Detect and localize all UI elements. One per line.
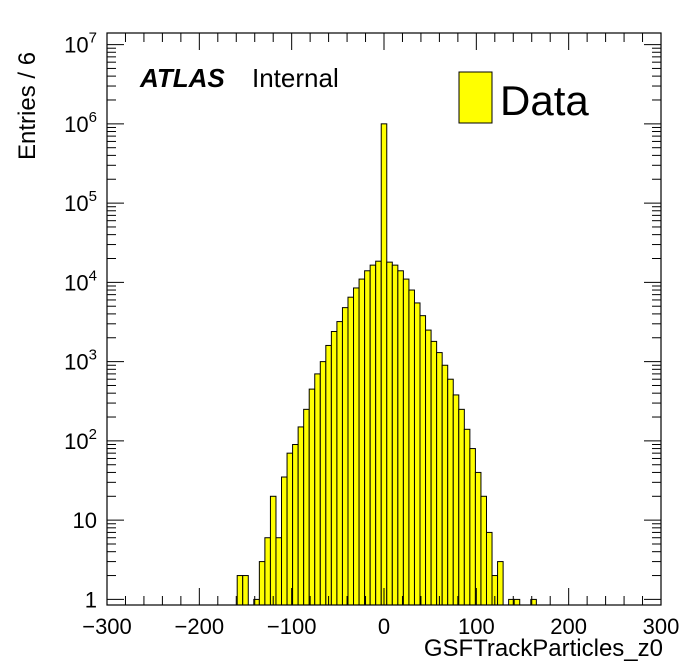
histogram-bar bbox=[303, 408, 310, 606]
histogram-bar bbox=[474, 471, 482, 606]
histogram-bar bbox=[480, 495, 487, 606]
histogram-bar bbox=[358, 278, 366, 606]
histogram-bar bbox=[425, 329, 432, 606]
histogram-bar bbox=[292, 444, 299, 606]
histogram-bar bbox=[330, 330, 338, 606]
histogram-bar bbox=[242, 575, 249, 606]
y-tick-labels: 1 10 102 103 104 105 106 107 bbox=[64, 30, 97, 613]
atlas-label: ATLAS bbox=[139, 63, 225, 93]
axis-ticks bbox=[106, 33, 662, 605]
histogram-bar bbox=[430, 340, 438, 606]
histogram-bar bbox=[369, 264, 377, 606]
x-tick-label: −100 bbox=[267, 614, 317, 639]
y-tick-label: 103 bbox=[64, 347, 97, 375]
histogram-bar bbox=[336, 321, 343, 606]
histogram-bars bbox=[236, 123, 537, 606]
y-axis-title: Entries / 6 bbox=[14, 52, 41, 160]
y-tick-label: 106 bbox=[64, 109, 97, 137]
histogram-bar bbox=[353, 287, 360, 606]
histogram-bar bbox=[281, 476, 288, 606]
histogram-bar bbox=[458, 408, 465, 606]
histogram-bar bbox=[485, 531, 493, 606]
x-axis-title: GSFTrackParticles_z0 bbox=[424, 635, 663, 662]
histogram-bar bbox=[452, 394, 460, 606]
histogram-bar bbox=[347, 296, 355, 606]
histogram-bar bbox=[413, 302, 421, 606]
histogram-bar bbox=[402, 278, 410, 606]
x-tick-label: 0 bbox=[378, 614, 390, 639]
histogram-bar bbox=[380, 123, 388, 606]
histogram-bar bbox=[341, 307, 349, 606]
legend-label-data: Data bbox=[500, 77, 589, 124]
histogram-bar bbox=[386, 261, 393, 606]
y-tick-label: 10 bbox=[73, 508, 97, 533]
x-tick-labels: −300 −200 −100 0 100 200 300 bbox=[82, 614, 679, 639]
x-tick-label: 300 bbox=[643, 614, 680, 639]
y-tick-label: 104 bbox=[64, 267, 97, 295]
x-tick-label: −300 bbox=[82, 614, 132, 639]
histogram-bar bbox=[441, 364, 449, 606]
y-tick-label: 102 bbox=[64, 426, 97, 454]
histogram-bar bbox=[436, 352, 443, 606]
histogram-bar bbox=[297, 426, 305, 606]
histogram-bar bbox=[275, 537, 283, 606]
histogram-bar bbox=[447, 378, 454, 606]
histogram-bar bbox=[258, 561, 266, 606]
histogram-bar bbox=[375, 260, 382, 606]
y-tick-label: 105 bbox=[64, 188, 97, 216]
legend: Data bbox=[458, 71, 589, 124]
histogram-bar bbox=[469, 448, 476, 606]
histogram-bar bbox=[314, 373, 321, 606]
legend-swatch-data bbox=[458, 71, 493, 124]
histogram-bar bbox=[325, 344, 332, 606]
x-tick-label: −200 bbox=[175, 614, 225, 639]
histogram-bar bbox=[319, 361, 327, 606]
histogram-bar bbox=[463, 428, 471, 606]
histogram-bar bbox=[408, 289, 415, 606]
histogram-bar bbox=[397, 270, 404, 606]
histogram-bar bbox=[236, 575, 244, 606]
x-tick-label: 200 bbox=[550, 614, 587, 639]
histogram-bar bbox=[497, 561, 504, 606]
histogram-bar bbox=[391, 264, 399, 606]
histogram-bar bbox=[364, 270, 371, 606]
histogram-bar bbox=[513, 598, 521, 606]
y-tick-label: 107 bbox=[64, 30, 97, 58]
internal-label: Internal bbox=[252, 63, 339, 93]
histogram-bar bbox=[264, 537, 271, 606]
histogram-bar bbox=[269, 495, 277, 606]
histogram-bar bbox=[286, 452, 294, 606]
histogram-bar bbox=[308, 388, 316, 606]
histogram-bar bbox=[419, 315, 427, 606]
y-tick-label: 1 bbox=[85, 587, 97, 612]
x-tick-label: 100 bbox=[458, 614, 495, 639]
